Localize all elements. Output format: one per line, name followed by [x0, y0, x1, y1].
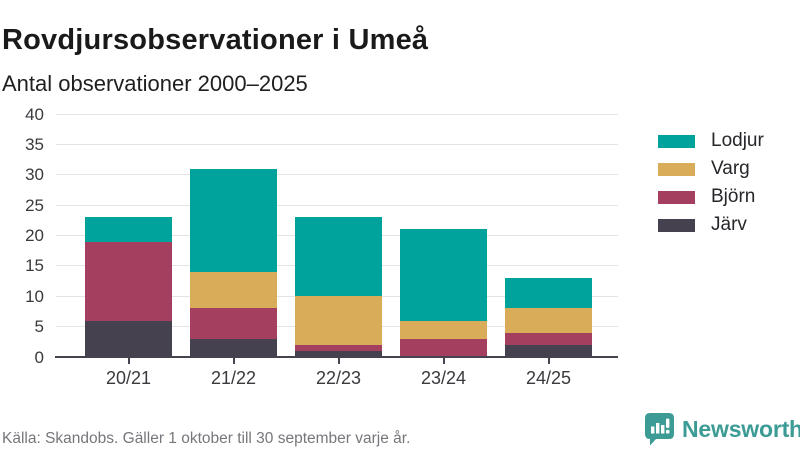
- y-axis-label: 0: [34, 347, 44, 367]
- x-axis-label: 24/25: [525, 368, 572, 388]
- legend-swatch-varg: [658, 162, 695, 176]
- gridline-35: [56, 143, 618, 145]
- newsworthy-icon: [645, 413, 674, 446]
- legend-swatch-lodjur: [658, 134, 695, 148]
- chart-title: Rovdjursobservationer i Umeå: [2, 24, 429, 57]
- y-axis-label: 10: [25, 286, 44, 306]
- legend: Lodjur Varg Björn Järv: [658, 127, 764, 239]
- source-note: Källa: Skandobs. Gäller 1 oktober till 3…: [2, 430, 411, 447]
- bar-segment-järv-21-22: [190, 338, 277, 357]
- x-axis-label: 21/22: [210, 368, 257, 388]
- legend-label: Järv: [711, 214, 747, 235]
- legend-item-lodjur: Lodjur: [658, 127, 764, 155]
- x-axis-label: 20/21: [105, 368, 152, 388]
- newsworthy-wordmark: Newsworthy: [682, 415, 800, 442]
- legend-item-björn: Björn: [658, 183, 764, 211]
- bar-segment-varg-21-22: [190, 271, 277, 309]
- y-axis-label: 5: [34, 317, 44, 337]
- legend-swatch-björn: [658, 190, 695, 204]
- y-axis-label: 20: [25, 226, 44, 245]
- bar-segment-varg-22-23: [295, 296, 382, 345]
- bar-segment-lodjur-24-25: [505, 278, 592, 309]
- bar-segment-lodjur-21-22: [190, 168, 277, 272]
- gridline-25: [56, 204, 618, 206]
- y-axis-label: 35: [25, 134, 44, 154]
- y-axis-label: 30: [25, 165, 44, 185]
- legend-label: Varg: [711, 158, 750, 179]
- legend-swatch-järv: [658, 218, 695, 232]
- gridline-30: [56, 174, 618, 176]
- bar-segment-lodjur-23-24: [400, 229, 487, 321]
- y-axis-label: 15: [25, 256, 44, 276]
- bar-segment-järv-22-23: [295, 350, 382, 357]
- x-axis-tick: [127, 358, 130, 364]
- legend-item-järv: Järv: [658, 211, 764, 239]
- x-axis-line: [55, 356, 618, 358]
- bar-segment-björn-22-23: [295, 344, 382, 351]
- bar-segment-björn-20-21: [85, 241, 172, 321]
- x-axis-label: 22/23: [315, 368, 362, 388]
- bar-segment-lodjur-22-23: [295, 217, 382, 297]
- legend-item-varg: Varg: [658, 155, 764, 183]
- bar-segment-björn-24-25: [505, 332, 592, 345]
- y-axis-label: 25: [25, 195, 44, 215]
- bar-segment-lodjur-20-21: [85, 217, 172, 242]
- bar-segment-björn-21-22: [190, 308, 277, 339]
- x-axis-tick: [232, 358, 235, 364]
- legend-label: Björn: [711, 186, 756, 207]
- x-axis-label: 23/24: [420, 368, 467, 388]
- bar-segment-varg-23-24: [400, 320, 487, 339]
- x-axis-tick: [337, 358, 340, 364]
- bar-segment-järv-24-25: [505, 344, 592, 357]
- x-axis-tick: [547, 358, 550, 364]
- bar-segment-järv-20-21: [85, 320, 172, 357]
- bar-segment-björn-23-24: [400, 338, 487, 357]
- gridline-40: [56, 113, 618, 115]
- newsworthy-logo[interactable]: Newsworthy: [643, 412, 800, 446]
- legend-label: Lodjur: [711, 130, 764, 151]
- bar-segment-varg-24-25: [505, 308, 592, 333]
- x-axis-tick: [442, 358, 445, 364]
- y-axis-label: 40: [25, 104, 44, 124]
- chart-subtitle: Antal observationer 2000–2025: [2, 71, 308, 96]
